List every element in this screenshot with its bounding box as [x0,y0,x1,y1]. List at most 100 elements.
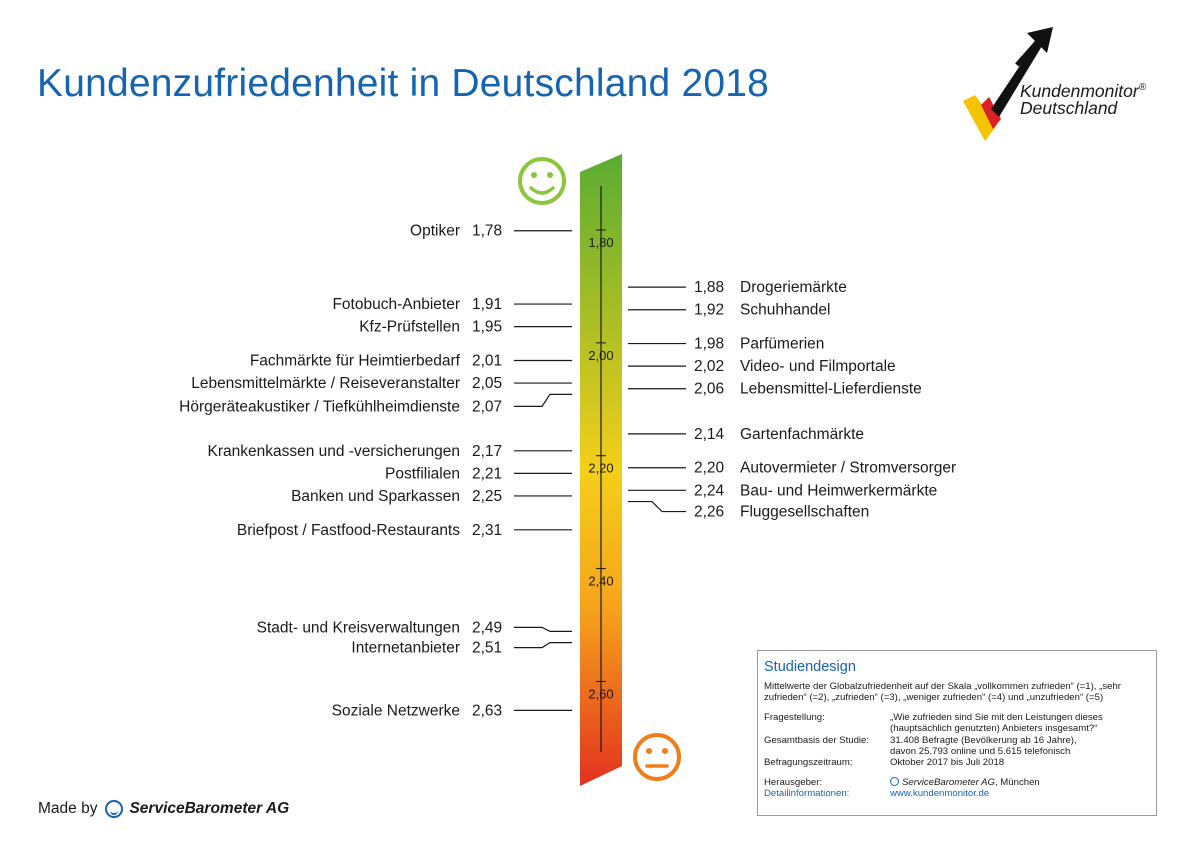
right-item-label: Bau- und Heimwerkermärkte [740,482,937,499]
left-item: Fotobuch-Anbieter 1,91 [332,296,572,313]
right-item-label: Schuhhandel [740,302,831,319]
left-item-value: 2,63 [472,702,502,719]
logo-check-yellow [963,95,997,141]
left-item-label: Fachmärkte für Heimtierbedarf [250,353,461,370]
left-item: Postfilialen 2,21 [385,465,572,482]
right-item-label: Fluggesellschaften [740,504,869,521]
study-details-link[interactable]: www.kundenmonitor.de [890,788,990,800]
study-period-value: Oktober 2017 bis Juli 2018 [890,757,1005,769]
footer: Made by ServiceBarometer AG [38,800,289,818]
left-item-value: 2,51 [472,640,502,657]
right-item: 1,88 Drogeriemärkte [628,279,847,296]
right-item-value: 2,06 [694,381,724,398]
right-item: 1,92 Schuhhandel [628,302,831,319]
left-item-label: Optiker [410,223,460,240]
servicebarometer-logo-icon [105,800,124,818]
right-item-leader [628,500,686,513]
left-item: Kfz-Prüfstellen 1,95 [359,319,572,336]
left-item-label: Stadt- und Kreisverwaltungen [257,619,460,636]
scale-tick-label: 2,00 [588,348,613,363]
left-item: Optiker 1,78 [410,223,572,240]
left-item-label: Krankenkassen und -versicherungen [208,443,460,460]
left-item-value: 2,25 [472,488,502,505]
right-item-value: 2,20 [694,460,725,477]
study-question-label: Fragestellung: [764,711,825,723]
study-period-row: Befragungszeitraum: Oktober 2017 bis Jul… [764,757,1150,768]
servicebarometer-icon [890,776,899,786]
left-item: Fachmärkte für Heimtierbedarf 2,01 [250,353,572,370]
left-item-label: Kfz-Prüfstellen [359,319,460,336]
study-details-label: Detailinformationen: [764,788,850,800]
right-item-label: Video- und Filmportale [740,358,896,375]
study-base-value-1: 31.408 Befragte (Bevölkerung ab 16 Jahre… [890,734,1077,746]
right-item-label: Parfümerien [740,336,824,353]
study-base-label: Gesamtbasis der Studie: [764,734,870,746]
scale-tick-label: 2,60 [588,686,613,701]
right-item: 2,26 Fluggesellschaften [628,500,869,521]
left-item: Internetanbieter 2,51 [351,640,572,657]
right-item: 2,20 Autovermieter / Stromversorger [628,460,956,477]
logo-registered: ® [1138,82,1147,93]
right-item: 2,06 Lebensmittel-Lieferdienste [628,381,922,398]
right-item-value: 2,24 [694,482,725,499]
scale-tick-label: 1,80 [588,235,613,250]
footer-brand: ServiceBarometer AG [129,800,290,817]
left-item-value: 1,95 [472,319,502,336]
kundenmonitor-logo [963,27,1053,141]
left-item-value: 2,07 [472,398,502,415]
right-item-value: 2,26 [694,504,724,521]
logo-line1: Kundenmonitor [1020,80,1139,101]
left-item-value: 2,17 [472,443,502,460]
right-item-label: Lebensmittel-Lieferdienste [740,381,922,398]
left-item: Hörgeräteakustiker / Tiefkühlheimdienste… [179,393,572,415]
left-item-value: 1,91 [472,296,502,313]
right-item-value: 2,14 [694,426,725,443]
scale-tick-label: 2,20 [588,461,613,476]
right-item-label: Gartenfachmärkte [740,426,864,443]
right-item: 1,98 Parfümerien [628,336,824,353]
left-item: Briefpost / Fastfood-Restaurants 2,31 [237,522,572,539]
study-period-label: Befragungszeitraum: [764,757,853,769]
right-item-label: Drogeriemärkte [740,279,847,296]
left-item: Krankenkassen und -versicherungen 2,17 [208,443,572,460]
left-item-label: Fotobuch-Anbieter [332,296,460,313]
left-item-value: 2,05 [472,375,502,392]
study-publisher-brand: ServiceBarometer AG [902,776,995,788]
left-item-label: Postfilialen [385,465,460,482]
right-item-value: 1,92 [694,302,724,319]
logo-arrow-shaft [1015,29,1049,67]
right-item: 2,02 Video- und Filmportale [628,358,896,375]
page-title: Kundenzufriedenheit in Deutschland 2018 [37,62,770,105]
footer-made-by: Made by [38,800,98,817]
study-description: Mittelwerte der Globalzufriedenheit auf … [764,681,1121,704]
left-item-label: Lebensmittelmärkte / Reiseveranstalter [191,375,460,392]
left-item-leader [514,393,572,407]
study-base-row: Gesamtbasis der Studie: 31.408 Befragte … [764,735,1150,758]
logo-check-red [981,97,1001,129]
study-question-value: „Wie zufrieden sind Sie mit den Leistung… [890,711,1103,735]
left-item: Banken und Sparkassen 2,25 [291,488,572,505]
scale-tick-label: 2,40 [588,574,613,589]
study-publisher-label: Herausgeber: [764,776,823,788]
study-details-row: Detailinformationen: www.kundenmonitor.d… [764,788,1150,799]
study-publisher-city: , München [994,776,1040,788]
right-item-value: 2,02 [694,358,724,375]
left-item: Stadt- und Kreisverwaltungen 2,49 [257,619,572,636]
right-item-label: Autovermieter / Stromversorger [740,460,956,477]
smiley-happy-icon [518,157,566,205]
left-item-value: 2,21 [472,465,502,482]
left-item-value: 2,49 [472,619,502,636]
left-item-value: 2,01 [472,353,502,370]
right-item-value: 1,88 [694,279,724,296]
study-publisher-row: Herausgeber: ServiceBarometer AG, Münche… [764,776,1150,788]
study-heading: Studiendesign [764,659,856,675]
study-design-box: Studiendesign Mittelwerte der Globalzufr… [757,650,1157,816]
left-item: Lebensmittelmärkte / Reiseveranstalter 2,… [191,375,572,392]
study-question-row: Fragestellung: „Wie zufrieden sind Sie m… [764,712,1150,735]
logo-line2: Deutschland [1020,97,1118,118]
smiley-neutral-icon [633,733,681,781]
right-item: 2,14 Gartenfachmärkte [628,426,864,443]
left-item-label: Hörgeräteakustiker / Tiefkühlheimdienste [179,398,460,415]
left-item-label: Briefpost / Fastfood-Restaurants [237,522,460,539]
right-item-value: 1,98 [694,336,724,353]
